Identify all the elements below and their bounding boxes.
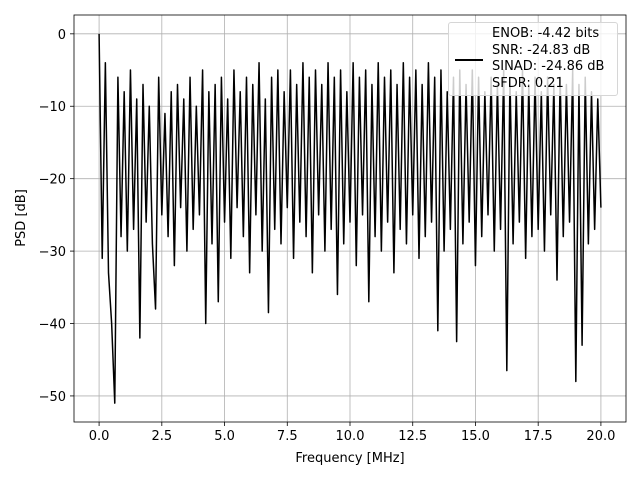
y-tick-label: −40 (39, 318, 66, 333)
legend-label: ENOB: -4.42 bits SNR: -24.83 dB SINAD: -… (492, 26, 605, 91)
legend: ENOB: -4.42 bits SNR: -24.83 dB SINAD: -… (448, 22, 618, 96)
x-tick-label: 2.5 (151, 429, 172, 444)
y-tick-label: 0 (58, 28, 66, 43)
y-tick-label: −20 (39, 173, 66, 188)
x-tick-label: 5.0 (214, 429, 235, 444)
x-tick-label: 7.5 (277, 429, 298, 444)
y-tick-label: −10 (39, 100, 66, 115)
y-tick-label: −50 (39, 390, 66, 405)
line-series (98, 33, 602, 404)
x-tick-label: 0.0 (89, 429, 110, 444)
x-tick-label: 17.5 (524, 429, 553, 444)
x-axis-label: Frequency [MHz] (295, 451, 404, 466)
y-tick-label: −30 (39, 245, 66, 260)
plot-frame (73, 14, 627, 423)
x-tick-label: 12.5 (398, 429, 427, 444)
y-axis-label: PSD [dB] (14, 189, 29, 247)
x-tick-label: 15.0 (461, 429, 490, 444)
x-tick-label: 20.0 (586, 429, 615, 444)
legend-swatch (455, 59, 483, 61)
x-tick-label: 10.0 (336, 429, 365, 444)
